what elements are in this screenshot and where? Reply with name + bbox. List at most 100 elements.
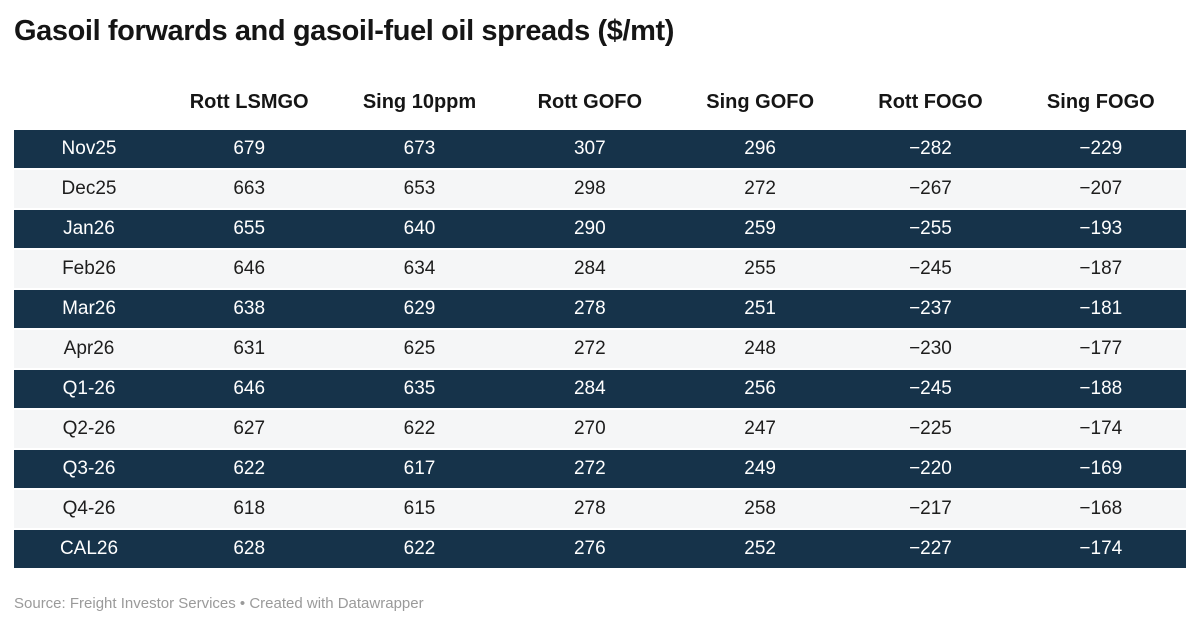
table-cell: 625 — [403, 338, 436, 359]
row-label: CAL26 — [59, 538, 119, 559]
table-cell: 673 — [403, 138, 436, 159]
column-header-period — [14, 49, 164, 129]
table-cell: −245 — [909, 378, 952, 399]
table-cell: 629 — [403, 298, 436, 319]
table-cell: 248 — [744, 338, 776, 359]
table-cell: −225 — [909, 418, 952, 439]
table-cell: 631 — [233, 338, 266, 359]
table-cell: 663 — [233, 178, 266, 199]
table-cell: 307 — [573, 138, 606, 159]
table-cell: 252 — [744, 538, 776, 559]
chart-title: Gasoil forwards and gasoil-fuel oil spre… — [14, 15, 675, 47]
row-label: Jan26 — [63, 218, 115, 239]
row-label: Mar26 — [62, 298, 116, 319]
table-cell: 247 — [744, 418, 776, 439]
table-row: Apr26 631 625 272 248 −230 −177 — [14, 329, 1186, 369]
column-header-rott-lsmgo: Rott LSMGO — [189, 91, 309, 113]
table-cell: 615 — [403, 498, 436, 519]
column-header-rott-fogo: Rott FOGO — [878, 91, 983, 113]
table-cell: 270 — [573, 418, 606, 439]
table-cell: −237 — [909, 298, 952, 319]
row-label: Dec25 — [61, 178, 117, 199]
table-cell: −217 — [909, 498, 952, 519]
table-cell: −255 — [909, 218, 952, 239]
table-cell: 627 — [233, 418, 266, 439]
table-cell: −220 — [909, 458, 952, 479]
column-header-rott-gofo: Rott GOFO — [537, 91, 643, 113]
table-cell: −267 — [909, 178, 952, 199]
source-note: Source: Freight Investor Services • Crea… — [14, 595, 424, 612]
table-cell: −207 — [1079, 178, 1123, 199]
table-cell: 290 — [573, 218, 606, 239]
row-label: Q4-26 — [62, 498, 116, 519]
table-cell: 284 — [573, 378, 606, 399]
table-cell: 272 — [573, 338, 606, 359]
table-cell: −245 — [909, 258, 952, 279]
table-cell: 298 — [573, 178, 606, 199]
table-cell: 284 — [573, 258, 606, 279]
table-cell: 272 — [744, 178, 776, 199]
column-header-sing-fogo: Sing FOGO — [1046, 91, 1155, 113]
table-cell: 638 — [233, 298, 266, 319]
table-cell: 251 — [744, 298, 776, 319]
table-cell: −187 — [1079, 258, 1123, 279]
table-cell: 249 — [744, 458, 776, 479]
header-row: Rott LSMGO Sing 10ppm Rott GOFO Sing GOF… — [14, 49, 1186, 129]
table-cell: −181 — [1079, 298, 1123, 319]
table-row: Nov25 679 673 307 296 −282 −229 — [14, 129, 1186, 169]
table-cell: 640 — [403, 218, 436, 239]
table-cell: 634 — [403, 258, 436, 279]
table-cell: 278 — [573, 498, 606, 519]
row-label: Q2-26 — [62, 418, 116, 439]
table-cell: 258 — [744, 498, 776, 519]
table-cell: 679 — [233, 138, 266, 159]
table-row: Jan26 655 640 290 259 −255 −193 — [14, 209, 1186, 249]
table-row: Dec25 663 653 298 272 −267 −207 — [14, 169, 1186, 209]
column-header-sing-gofo: Sing GOFO — [706, 91, 815, 113]
table-cell: −229 — [1079, 138, 1123, 159]
row-label: Feb26 — [62, 258, 116, 279]
table-row: CAL26 628 622 276 252 −227 −174 — [14, 529, 1186, 568]
row-label: Q3-26 — [62, 458, 116, 479]
table-cell: 296 — [744, 138, 776, 159]
table-cell: 653 — [403, 178, 436, 199]
table-row: Q2-26 627 622 270 247 −225 −174 — [14, 409, 1186, 449]
table-cell: 635 — [403, 378, 436, 399]
table-cell: 622 — [403, 418, 436, 439]
table-cell: 655 — [233, 218, 266, 239]
table-row: Mar26 638 629 278 251 −237 −181 — [14, 289, 1186, 329]
table-row: Q4-26 618 615 278 258 −217 −168 — [14, 489, 1186, 529]
table-row: Feb26 646 634 284 255 −245 −187 — [14, 249, 1186, 289]
table-cell: −230 — [909, 338, 952, 359]
table-cell: −227 — [909, 538, 952, 559]
table-cell: −177 — [1079, 338, 1123, 359]
column-header-sing-10ppm: Sing 10ppm — [362, 91, 477, 113]
table-cell: −188 — [1079, 378, 1123, 399]
table-row: Q1-26 646 635 284 256 −245 −188 — [14, 369, 1186, 409]
row-label: Nov25 — [61, 138, 117, 159]
table-cell: 256 — [744, 378, 776, 399]
table-cell: 628 — [233, 538, 266, 559]
table-cell: 618 — [233, 498, 266, 519]
table-cell: 272 — [573, 458, 606, 479]
table-cell: −169 — [1079, 458, 1123, 479]
table-cell: 278 — [573, 298, 606, 319]
table-cell: 617 — [403, 458, 436, 479]
gasoil-forwards-table: Rott LSMGO Sing 10ppm Rott GOFO Sing GOF… — [14, 49, 1186, 568]
table-cell: 622 — [403, 538, 436, 559]
table-cell: 255 — [744, 258, 776, 279]
table-cell: −174 — [1079, 538, 1123, 559]
table-cell: 276 — [573, 538, 606, 559]
table-cell: 646 — [233, 378, 266, 399]
table-cell: 646 — [233, 258, 266, 279]
row-label: Apr26 — [63, 338, 115, 359]
table-cell: 259 — [744, 218, 776, 239]
row-label: Q1-26 — [62, 378, 116, 399]
table-cell: −193 — [1079, 218, 1123, 239]
table-cell: −282 — [909, 138, 952, 159]
table-cell: −174 — [1079, 418, 1123, 439]
table-row: Q3-26 622 617 272 249 −220 −169 — [14, 449, 1186, 489]
table-cell: −168 — [1079, 498, 1123, 519]
table-cell: 622 — [233, 458, 266, 479]
